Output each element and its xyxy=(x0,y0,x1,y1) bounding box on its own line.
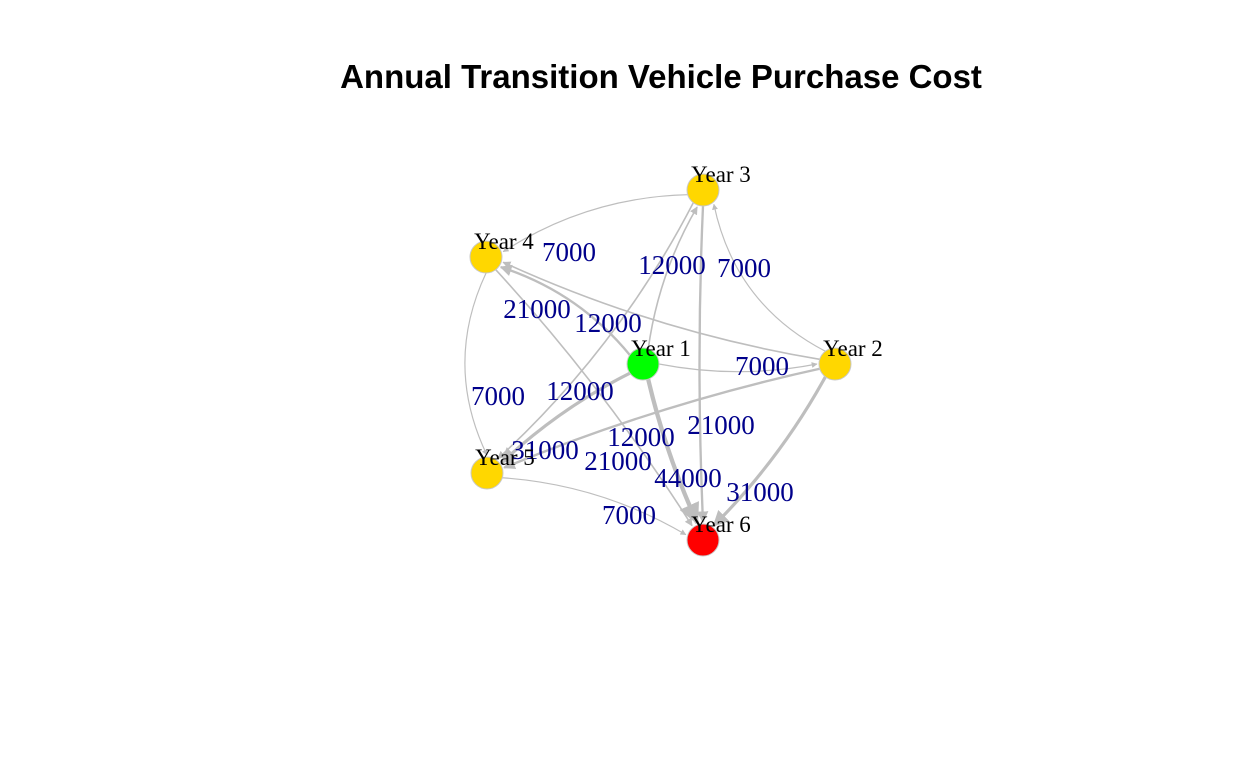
node-y5 xyxy=(470,456,504,490)
node-y1 xyxy=(626,347,660,381)
edges-layer xyxy=(464,194,827,536)
node-label-y5: Year 5 xyxy=(475,445,535,470)
nodes-layer xyxy=(469,173,852,557)
edge-label-y1-y5: 31000 xyxy=(511,435,579,465)
edge-labels-layer: 7000120002100031000440007000120002100031… xyxy=(471,162,883,537)
node-y2 xyxy=(818,347,852,381)
edge-label-y4-y5: 7000 xyxy=(471,381,525,411)
edge-y2-y3 xyxy=(712,203,826,352)
edge-y1-y2 xyxy=(658,362,818,373)
edge-label-y1-y2: 7000 xyxy=(735,351,789,381)
edge-y3-y4 xyxy=(502,194,688,253)
node-label-y4: Year 4 xyxy=(474,229,534,254)
edge-label-y3-y4: 7000 xyxy=(542,237,596,267)
edge-y1-y6 xyxy=(646,378,700,525)
node-y3 xyxy=(686,173,720,207)
edge-label-y3-y6: 21000 xyxy=(687,410,755,440)
edge-y4-y5 xyxy=(464,272,488,456)
edge-y1-y5 xyxy=(500,371,631,464)
edge-y5-y6 xyxy=(502,477,687,536)
edge-label-y2-y6: 31000 xyxy=(726,477,794,507)
edge-y2-y6 xyxy=(712,376,827,527)
edge-y1-y4 xyxy=(499,264,631,356)
edge-y2-y5 xyxy=(503,367,820,470)
node-y6 xyxy=(686,523,720,557)
node-label-y1: Year 1 xyxy=(631,336,691,361)
edge-label-y4-y6: 12000 xyxy=(607,422,675,452)
chart-title: Annual Transition Vehicle Purchase Cost xyxy=(340,58,982,95)
edge-y3-y6 xyxy=(696,205,709,524)
edge-label-y1-y6: 44000 xyxy=(654,463,722,493)
edge-y3-y5 xyxy=(497,202,695,460)
node-label-y6: Year 6 xyxy=(691,512,751,537)
edge-y4-y6 xyxy=(495,269,693,527)
edge-label-y3-y5: 12000 xyxy=(546,376,614,406)
edge-label-y2-y5: 21000 xyxy=(584,446,652,476)
edge-label-y2-y4: 12000 xyxy=(574,308,642,338)
edge-label-y2-y3: 7000 xyxy=(717,253,771,283)
edge-y1-y3 xyxy=(647,206,698,349)
edge-label-y5-y6: 7000 xyxy=(602,500,656,530)
edge-label-y1-y3: 12000 xyxy=(638,250,706,280)
node-y4 xyxy=(469,240,503,274)
node-label-y2: Year 2 xyxy=(823,336,883,361)
edge-y2-y4 xyxy=(502,261,820,361)
edge-label-y1-y4: 21000 xyxy=(503,294,571,324)
node-label-y3: Year 3 xyxy=(691,162,751,187)
